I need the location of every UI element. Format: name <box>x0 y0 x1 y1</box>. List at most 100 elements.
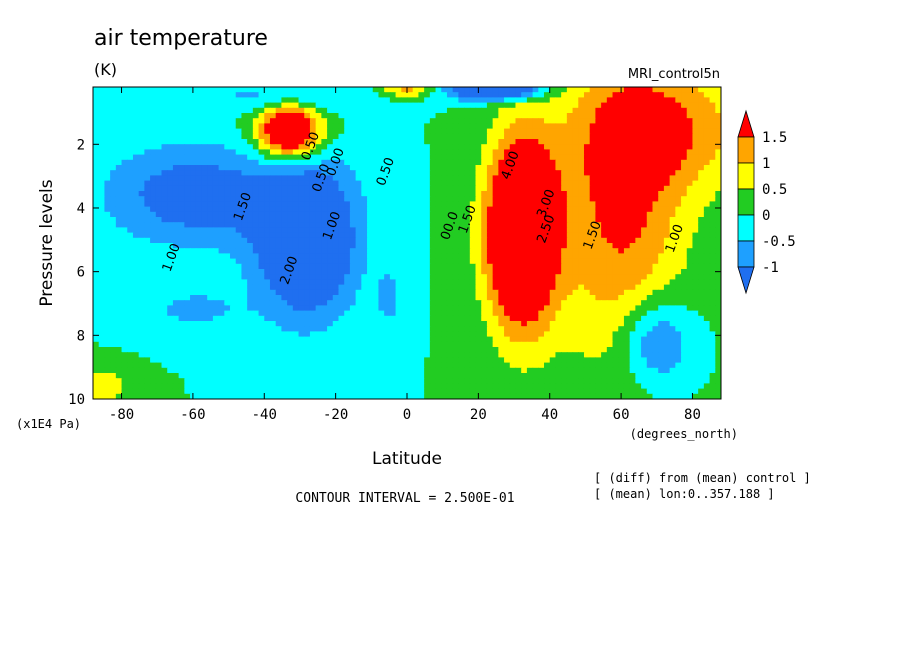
field-cell <box>349 243 357 249</box>
field-cell <box>121 227 128 234</box>
field-cell <box>344 196 351 202</box>
field-cell <box>218 118 225 124</box>
field-cell <box>469 274 477 280</box>
field-cell <box>526 191 534 197</box>
field-cell <box>201 92 208 98</box>
field-cell <box>355 97 362 104</box>
field-cell <box>110 185 117 192</box>
field-cell <box>212 295 220 301</box>
field-cell <box>532 154 539 161</box>
field-cell <box>155 144 163 150</box>
field-cell <box>361 118 368 124</box>
field-cell <box>675 149 682 156</box>
field-cell <box>132 300 140 306</box>
field-cell <box>309 243 317 249</box>
field-cell <box>395 300 402 306</box>
field-cell <box>138 139 145 145</box>
field-cell <box>367 315 374 322</box>
field-cell <box>378 196 385 202</box>
field-cell <box>344 175 351 182</box>
field-cell <box>104 201 111 208</box>
field-cell <box>292 201 300 208</box>
field-cell <box>407 279 414 286</box>
field-cell <box>361 149 368 156</box>
field-cell <box>275 154 282 161</box>
field-cell <box>361 113 368 119</box>
field-cell <box>544 243 551 249</box>
field-cell <box>424 232 431 239</box>
field-cell <box>367 248 374 254</box>
field-cell <box>412 185 420 192</box>
field-cell <box>138 305 145 312</box>
field-cell <box>178 159 185 166</box>
field-cell <box>132 154 140 161</box>
field-cell <box>269 133 277 140</box>
field-cell <box>161 258 168 265</box>
field-cell <box>155 123 163 130</box>
field-cell <box>304 201 311 208</box>
field-cell <box>424 92 431 98</box>
field-cell <box>538 97 545 104</box>
field-cell <box>161 107 168 114</box>
field-cell <box>435 227 442 234</box>
field-cell <box>367 118 374 124</box>
field-cell <box>498 154 505 161</box>
field-cell <box>298 165 305 171</box>
field-cell <box>372 196 380 202</box>
field-cell <box>172 154 180 161</box>
field-cell <box>121 295 128 301</box>
field-cell <box>475 284 482 291</box>
field-cell <box>538 191 545 197</box>
field-cell <box>395 123 402 130</box>
field-cell <box>309 237 317 244</box>
field-cell <box>127 305 134 312</box>
field-cell <box>401 144 408 150</box>
field-cell <box>715 97 721 104</box>
field-cell <box>469 185 477 192</box>
field-cell <box>526 97 534 104</box>
field-cell <box>389 206 397 213</box>
field-cell <box>509 123 517 130</box>
field-cell <box>475 170 482 176</box>
field-cell <box>132 144 140 150</box>
field-cell <box>355 180 362 187</box>
field-cell <box>418 211 425 218</box>
field-cell <box>412 258 420 265</box>
field-cell <box>150 248 157 254</box>
field-cell <box>349 217 357 223</box>
field-cell <box>635 310 642 317</box>
field-cell <box>446 97 454 104</box>
field-cell <box>709 107 716 114</box>
field-cell <box>315 139 322 145</box>
field-cell <box>378 87 385 93</box>
field-cell <box>663 232 671 239</box>
field-cell <box>669 185 676 192</box>
field-cell <box>241 243 248 249</box>
field-cell <box>618 180 625 187</box>
field-cell <box>401 274 408 280</box>
field-cell <box>675 248 682 254</box>
field-cell <box>304 170 311 176</box>
field-cell <box>338 258 345 265</box>
field-cell <box>606 310 614 317</box>
field-cell <box>429 159 437 166</box>
field-cell <box>424 284 431 291</box>
field-cell <box>190 170 197 176</box>
field-cell <box>195 92 203 98</box>
field-cell <box>544 149 551 156</box>
field-cell <box>549 253 557 260</box>
field-cell <box>309 248 317 254</box>
field-cell <box>247 258 254 265</box>
field-cell <box>469 102 477 109</box>
field-cell <box>544 274 551 280</box>
field-cell <box>481 196 488 202</box>
field-cell <box>458 175 465 182</box>
field-cell <box>315 237 322 244</box>
field-cell <box>481 279 488 286</box>
field-cell <box>298 253 305 260</box>
field-cell <box>618 284 625 291</box>
field-cell <box>184 315 191 322</box>
field-cell <box>566 102 574 109</box>
field-cell <box>389 310 397 317</box>
field-cell <box>652 295 659 301</box>
